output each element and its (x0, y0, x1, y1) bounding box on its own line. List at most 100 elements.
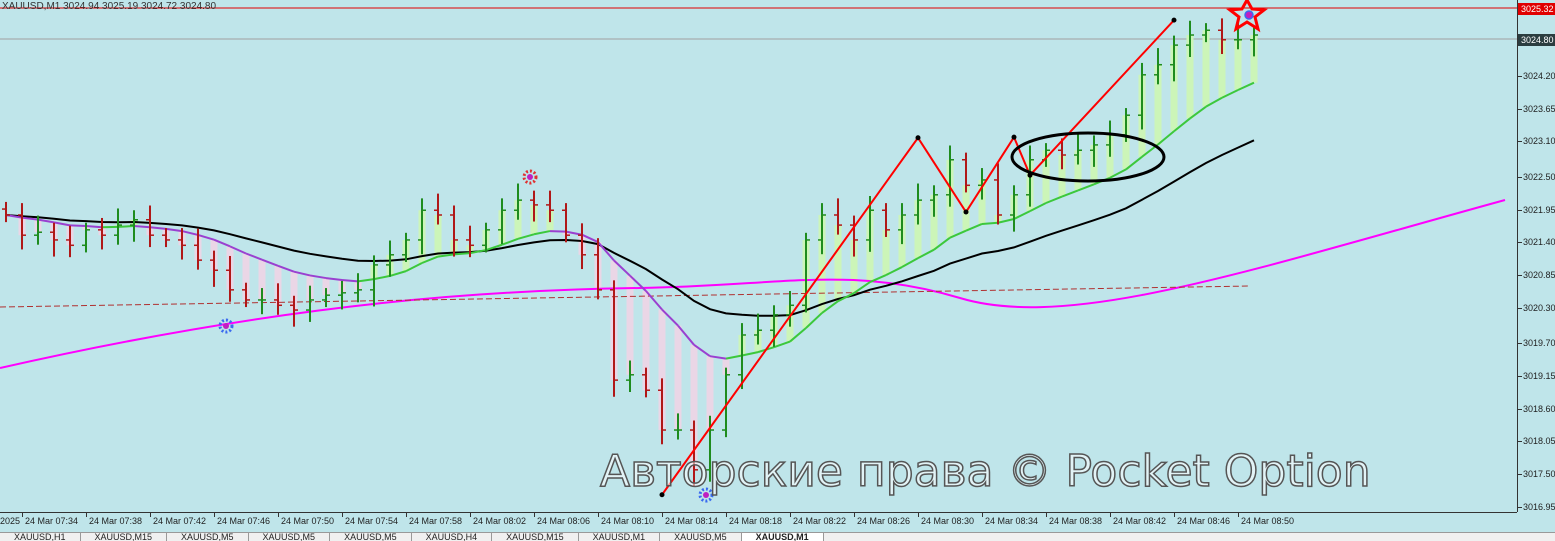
time-tick (1110, 513, 1111, 517)
time-tick (918, 513, 919, 517)
ma-fast-segment (517, 233, 535, 240)
zigzag-line (661, 19, 1175, 496)
price-tick (1518, 242, 1522, 244)
ma-fast-segment (69, 224, 87, 227)
signal-dot (1244, 10, 1254, 20)
zigzag-point (659, 492, 665, 498)
ma-fast-segment (741, 351, 759, 357)
ma-fast-segment (677, 324, 695, 346)
ma-fast-segment (1173, 117, 1191, 133)
ma-fast-segment (1061, 189, 1079, 198)
time-tick-label: 24 Mar 08:50 (1241, 516, 1295, 526)
ma-fast-segment (709, 355, 727, 360)
time-tick-label: 2025 (0, 516, 21, 526)
price-tick (1518, 441, 1522, 443)
ma-fast-segment (133, 224, 151, 229)
signal-gear-icon (218, 318, 234, 334)
chart-tab[interactable]: XAUUSD,M15 (492, 533, 579, 541)
ask-price-label: 3025.32 (1518, 3, 1555, 16)
price-tick-label: 3023.65 (1523, 103, 1555, 114)
time-tick-label: 24 Mar 07:50 (281, 516, 335, 526)
ma-fast-segment (1109, 168, 1127, 179)
price-tick (1518, 76, 1522, 77)
ma-fast-segment (325, 277, 343, 282)
time-tick-label: 24 Mar 08:10 (601, 516, 655, 526)
chart-tab[interactable]: XAUUSD,H4 (412, 533, 493, 541)
time-tick-label: 24 Mar 07:54 (345, 516, 399, 526)
zigzag-point (1171, 17, 1177, 23)
time-tick-label: 24 Mar 08:18 (729, 516, 783, 526)
price-tick-label: 3021.40 (1523, 237, 1555, 248)
ma-fast-segment (21, 216, 39, 221)
time-tick (534, 513, 535, 517)
chart-tab[interactable]: XAUUSD,M5 (167, 533, 249, 541)
zigzag-point (915, 135, 921, 141)
time-tick-label: 24 Mar 08:06 (537, 516, 591, 526)
ma-fast-segment (501, 237, 519, 246)
time-tick-label: 24 Mar 08:42 (1113, 516, 1167, 526)
ma-fast-segment (885, 266, 903, 276)
price-tick-label: 3020.85 (1523, 269, 1555, 280)
ma-fast-segment (421, 255, 439, 264)
time-tick (150, 513, 151, 517)
price-tick-label: 3017.50 (1523, 468, 1555, 479)
ma-fast-segment (725, 354, 743, 360)
ma-fast-segment (277, 264, 295, 273)
price-tick-label: 3024.20 (1523, 71, 1555, 81)
chart-tab[interactable]: XAUUSD,M5 (660, 533, 742, 541)
ma-fast-segment (37, 218, 55, 224)
ma-fast-segment (837, 292, 855, 303)
ma-fast-segment (485, 243, 503, 252)
time-tick-label: 24 Mar 08:46 (1177, 516, 1231, 526)
time-tick-label: 24 Mar 08:34 (985, 516, 1039, 526)
price-axis: 3024.20 3023.65 3023.10 3022.50 3021.95 3021.… (1517, 0, 1555, 512)
price-chart[interactable] (0, 0, 1517, 512)
chart-title: XAUUSD,M1 3024.94 3025.19 3024.72 3024.8… (2, 1, 217, 12)
chart-tab[interactable]: XAUUSD,H1 (0, 533, 81, 541)
ma-fast-segment (165, 227, 183, 233)
ma-fast-segment (85, 224, 103, 229)
price-tick-label: 3018.05 (1523, 436, 1555, 447)
ma-mid-line (5, 139, 1255, 317)
time-tick (406, 513, 407, 517)
ma-fast-segment (1077, 183, 1095, 192)
time-tick-label: 24 Mar 08:02 (473, 516, 527, 526)
chart-tab[interactable]: XAUUSD,M1 (579, 533, 661, 541)
ma-fast-segment (549, 230, 567, 233)
time-tick-label: 24 Mar 07:34 (25, 516, 79, 526)
time-tick (342, 513, 343, 517)
ma-fast-segment (309, 274, 327, 280)
ma-fast-segment (1205, 96, 1223, 108)
time-tick-label: 24 Mar 08:26 (857, 516, 911, 526)
ma-fast-segment (1237, 81, 1255, 91)
ma-fast-segment (821, 300, 839, 314)
chart-tab[interactable]: XAUUSD,M5 (249, 533, 331, 541)
chart-tab[interactable]: XAUUSD,M1 (741, 533, 824, 541)
time-tick-label: 24 Mar 08:30 (921, 516, 975, 526)
ma-slow-line (0, 199, 1506, 369)
chart-tabs: XAUUSD,H1 XAUUSD,M15 XAUUSD,M5 XAUUSD,M5 XAU… (0, 532, 1555, 541)
ma-fast-segment (645, 290, 663, 311)
price-tick (1518, 108, 1522, 110)
price-tick (1518, 176, 1522, 178)
zigzag-point (1011, 134, 1017, 140)
ma-fast-segment (261, 258, 279, 267)
chart-tab[interactable]: XAUUSD,M15 (81, 533, 168, 541)
price-tick (1518, 274, 1522, 276)
ma-fast-segment (965, 223, 983, 232)
price-tick (1518, 141, 1522, 143)
time-tick-label: 24 Mar 07:46 (217, 516, 271, 526)
time-tick (662, 513, 663, 517)
ma-fast-segment (357, 278, 375, 283)
ma-fast-segment (469, 249, 487, 255)
ma-fast-segment (245, 252, 263, 261)
time-tick (598, 513, 599, 517)
ma-fast-segment (949, 229, 967, 239)
price-tick (1518, 307, 1522, 309)
ma-fast-segment (293, 270, 311, 277)
time-tick-label: 24 Mar 08:22 (793, 516, 847, 526)
chart-tab[interactable]: XAUUSD,M5 (330, 533, 412, 541)
ma-fast-segment (869, 274, 887, 283)
ma-fast-segment (933, 236, 951, 251)
ma-fast-segment (197, 234, 215, 241)
